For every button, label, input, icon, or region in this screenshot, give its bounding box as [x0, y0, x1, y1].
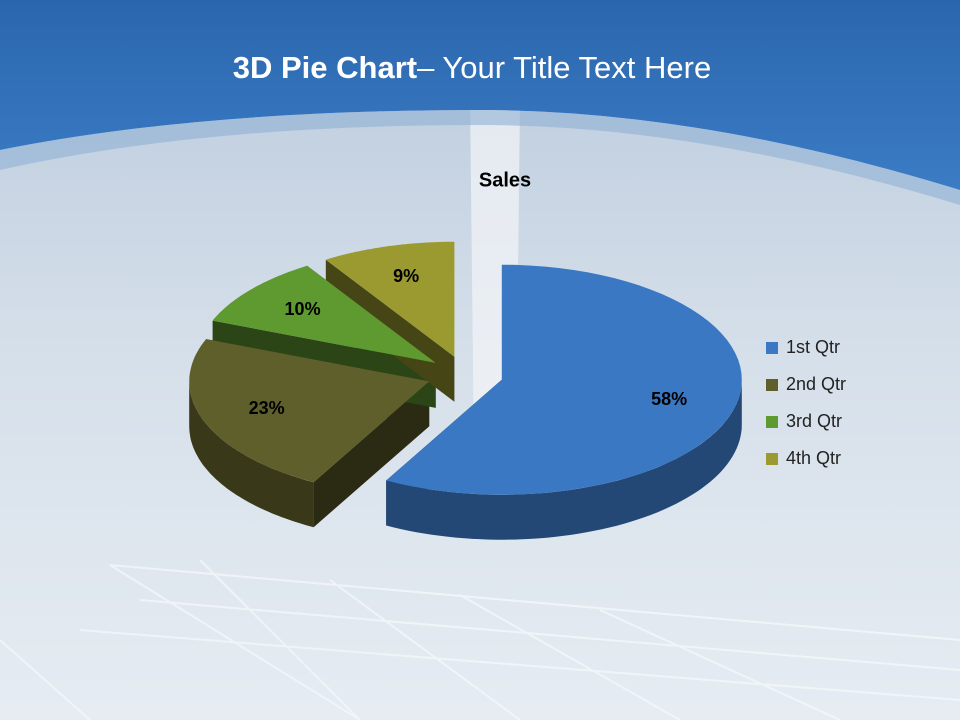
- legend-label: 2nd Qtr: [786, 374, 846, 394]
- pie-labels: 58% 23% 10% 9%: [249, 266, 688, 418]
- chart-title: Sales: [479, 169, 531, 191]
- slice: [386, 264, 742, 495]
- legend: 1st Qtr 2nd Qtr 3rd Qtr 4th Qtr: [766, 337, 846, 468]
- header-band: [0, 0, 960, 190]
- legend-swatch: [766, 342, 778, 354]
- data-label: 10%: [285, 299, 321, 319]
- slice: [325, 241, 455, 357]
- legend-swatch: [766, 379, 778, 391]
- panels: [0, 559, 960, 720]
- legend-label: 4th Qtr: [786, 448, 841, 468]
- legend-label: 3rd Qtr: [786, 411, 842, 431]
- slice: [212, 265, 436, 363]
- header-arc: [0, 110, 960, 205]
- data-label: 9%: [393, 266, 419, 286]
- slide-title: 3D Pie Chart– Your Title Text Here: [233, 50, 711, 85]
- slice-wall: [386, 379, 742, 540]
- data-label: 23%: [249, 398, 285, 418]
- slide-title-bold: 3D Pie Chart: [233, 50, 417, 85]
- legend-label: 1st Qtr: [786, 337, 840, 357]
- slice-wall: [189, 381, 314, 528]
- legend-swatch: [766, 453, 778, 465]
- slice: [189, 339, 430, 483]
- pie-tops: [189, 241, 742, 495]
- legend-swatch: [766, 416, 778, 428]
- slide-title-rest: – Your Title Text Here: [417, 50, 711, 85]
- data-label: 58%: [651, 389, 687, 409]
